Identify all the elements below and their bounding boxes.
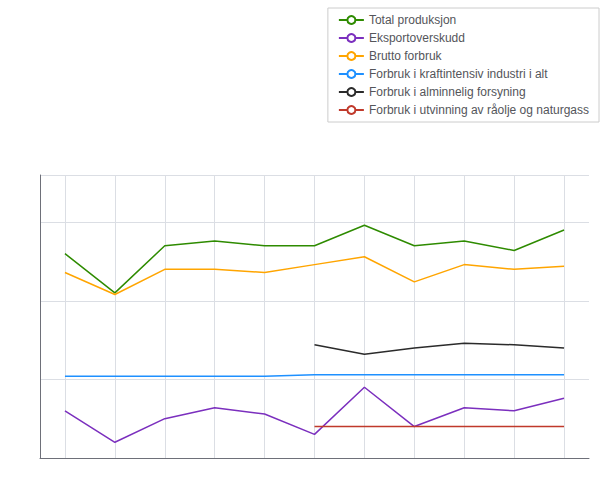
svg-text:Forbruk i utvinning av råolje: Forbruk i utvinning av råolje og naturga… bbox=[369, 103, 589, 117]
svg-text:Total produksjon: Total produksjon bbox=[369, 13, 456, 27]
svg-text:Brutto forbruk: Brutto forbruk bbox=[369, 49, 443, 63]
svg-text:Eksportoverskudd: Eksportoverskudd bbox=[369, 31, 465, 45]
svg-text:Forbruk i alminnelig forsyning: Forbruk i alminnelig forsyning bbox=[369, 85, 526, 99]
svg-text:Forbruk i kraftintensiv indust: Forbruk i kraftintensiv industri i alt bbox=[369, 67, 548, 81]
